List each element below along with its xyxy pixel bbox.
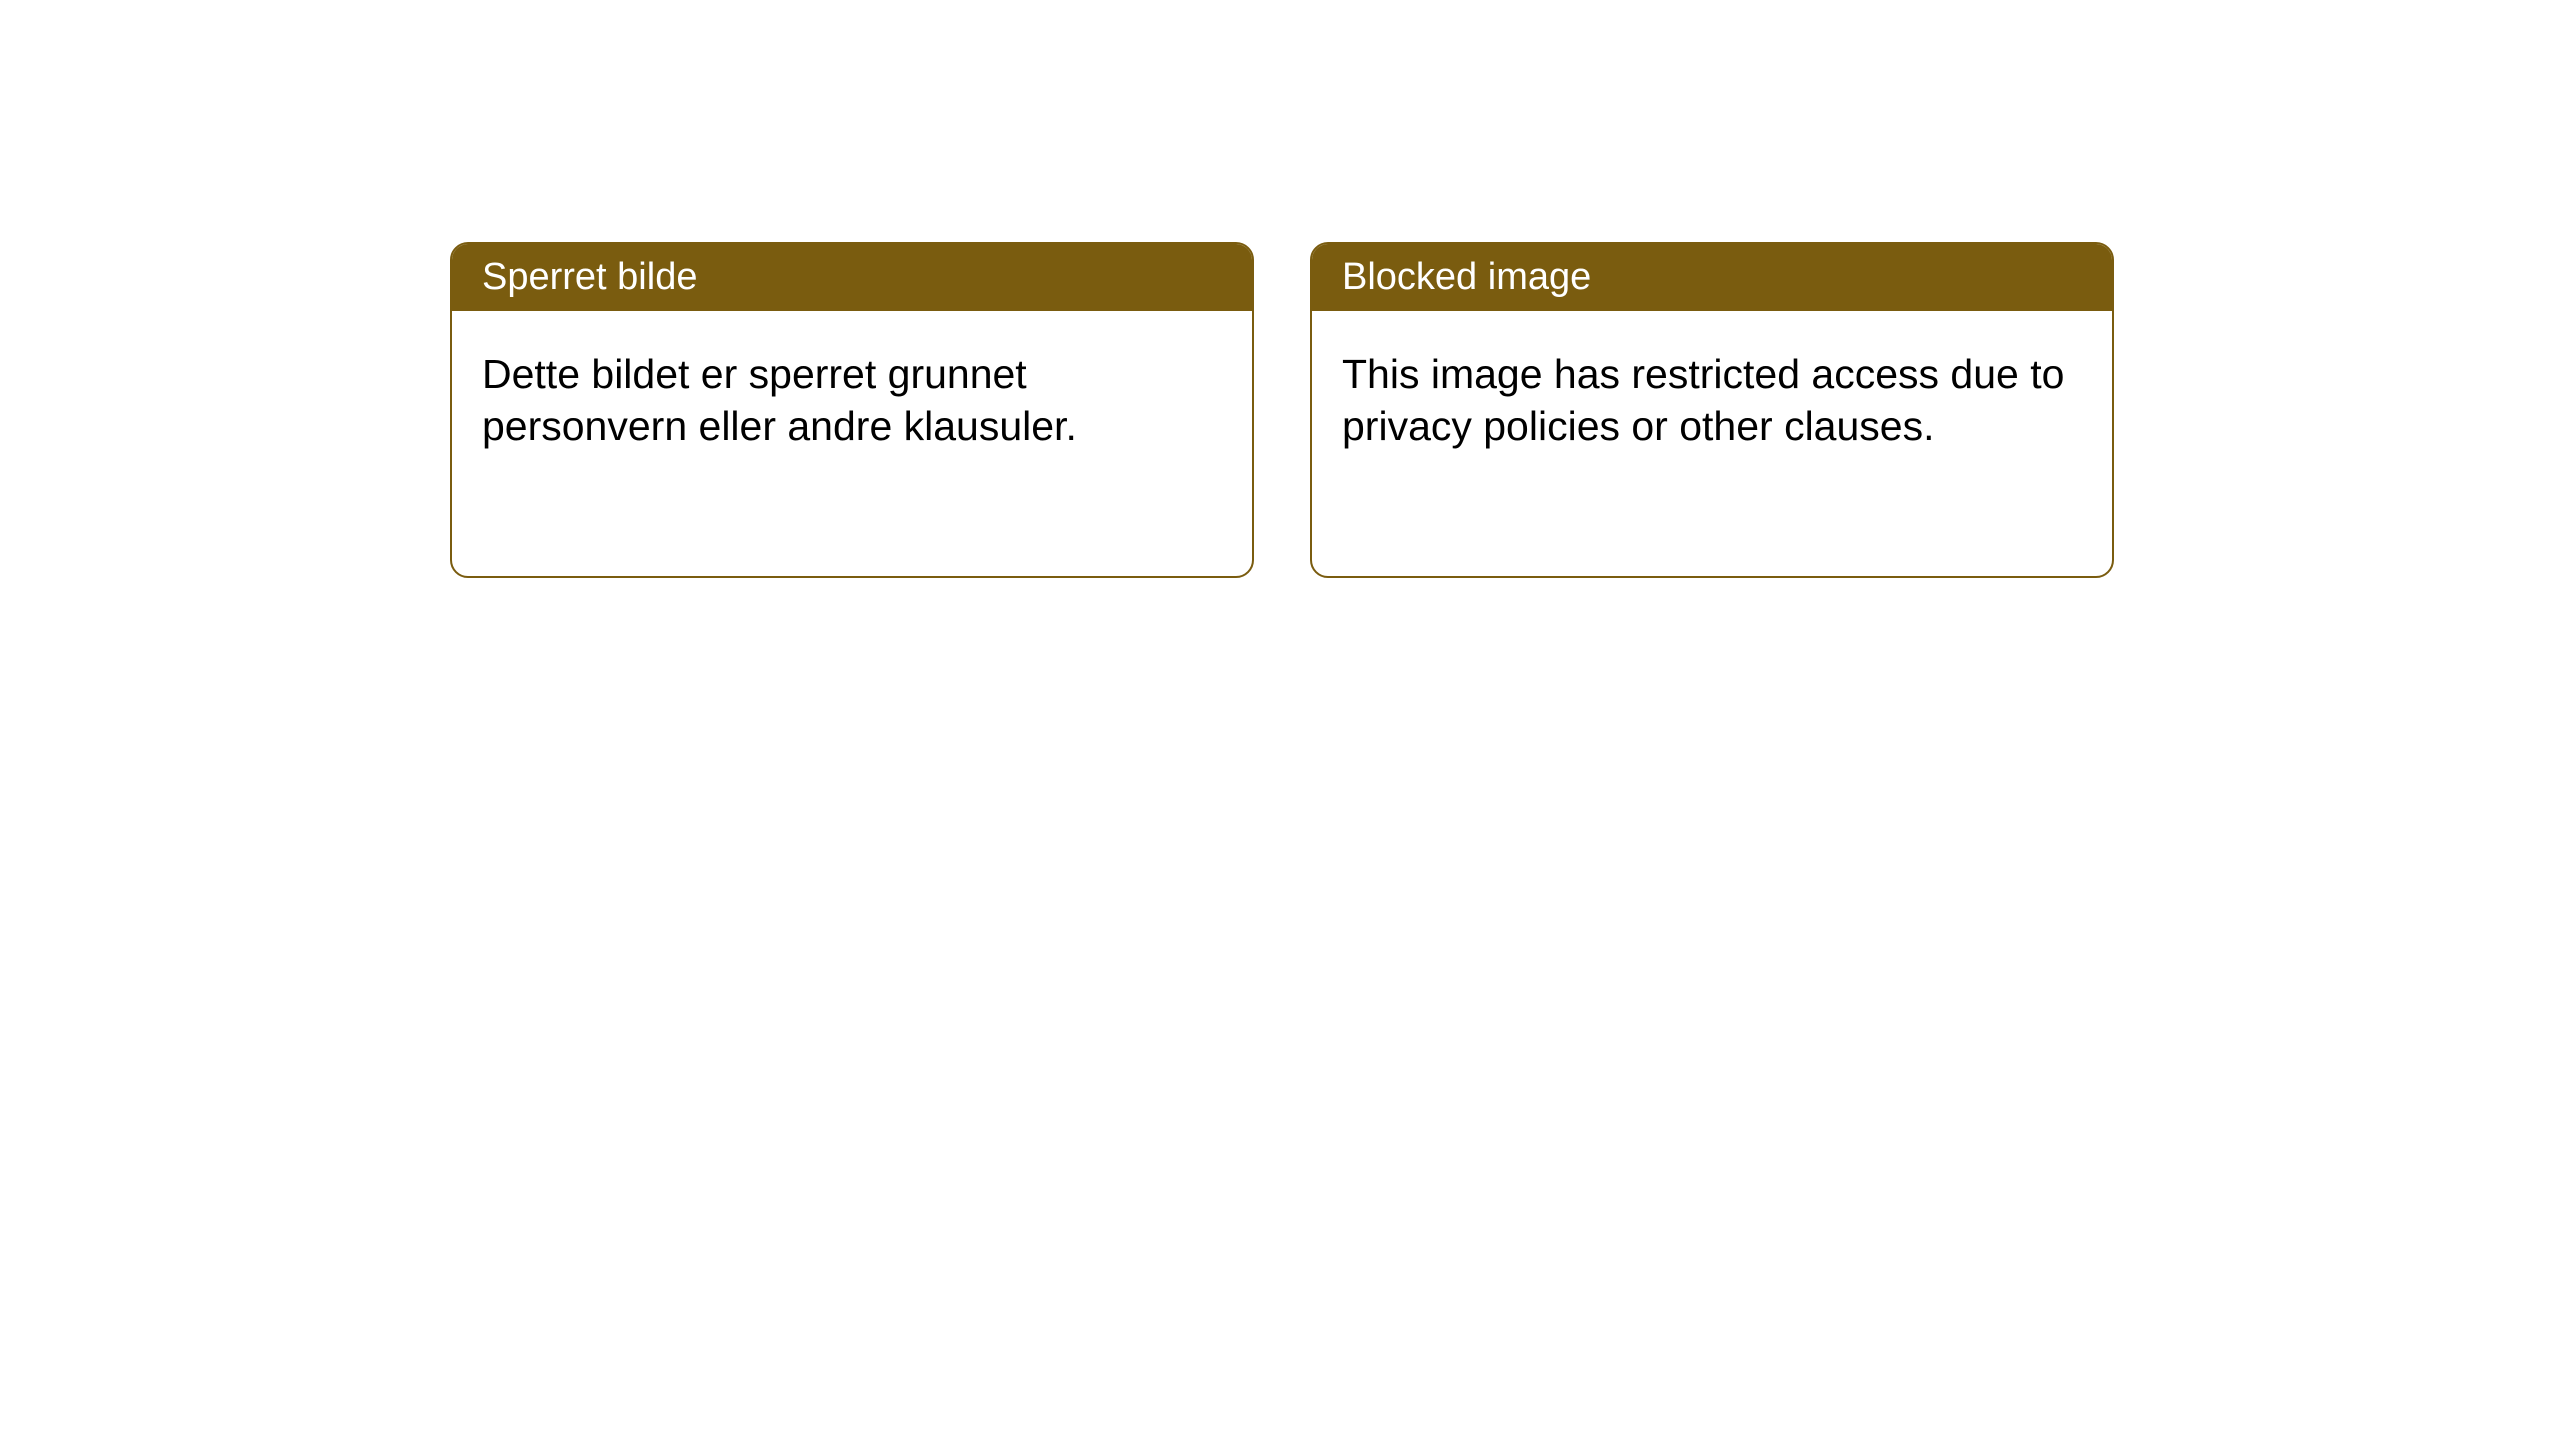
card-body-en: This image has restricted access due to … [1312,311,2112,490]
blocked-image-card-no: Sperret bilde Dette bildet er sperret gr… [450,242,1254,578]
cards-container: Sperret bilde Dette bildet er sperret gr… [0,0,2560,578]
card-body-no: Dette bildet er sperret grunnet personve… [452,311,1252,490]
card-body-text-en: This image has restricted access due to … [1342,351,2064,449]
card-title-en: Blocked image [1342,256,1591,298]
card-header-no: Sperret bilde [452,244,1252,311]
card-body-text-no: Dette bildet er sperret grunnet personve… [482,351,1077,449]
blocked-image-card-en: Blocked image This image has restricted … [1310,242,2114,578]
card-header-en: Blocked image [1312,244,2112,311]
card-title-no: Sperret bilde [482,256,697,298]
